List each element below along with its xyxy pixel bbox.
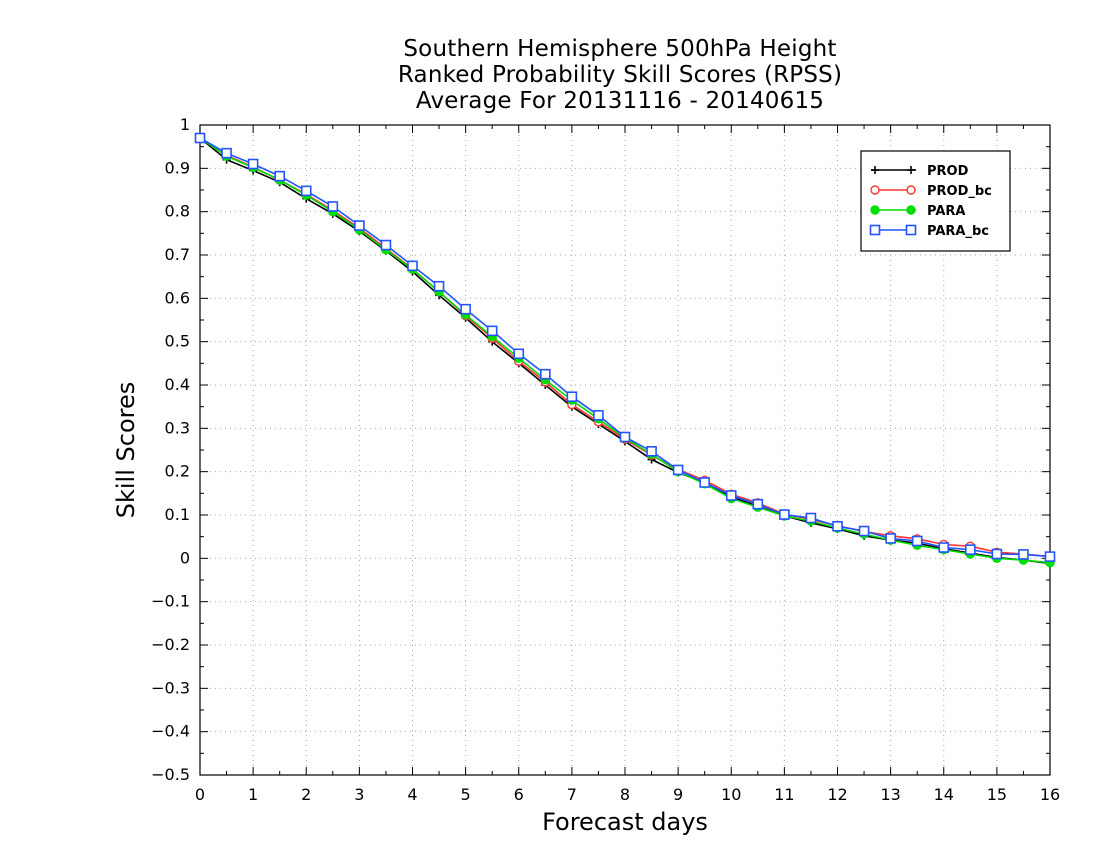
legend-entry-para-bc: PARA_bc	[869, 224, 989, 239]
y-tick-label: 0.4	[165, 375, 190, 394]
y-tick-label: 0.2	[165, 462, 190, 481]
x-tick-label: 16	[1040, 785, 1060, 804]
data-point-para-bc	[460, 303, 471, 315]
data-point-para-bc	[354, 220, 365, 231]
legend-entry-prod-bc: PROD_bc	[870, 184, 992, 199]
legend-marker	[906, 205, 916, 215]
data-point-para-bc	[832, 520, 843, 532]
data-point-para-bc	[433, 280, 445, 292]
y-tick-label: −0.2	[151, 635, 190, 654]
series-para-bc	[194, 132, 1056, 562]
data-point-para-bc	[619, 431, 631, 443]
data-point-para-bc	[300, 185, 312, 197]
y-tick-label: −0.5	[151, 765, 190, 784]
x-tick-label: 10	[721, 785, 741, 804]
y-tick-label: 0.5	[165, 332, 190, 351]
legend-entry-para: PARA	[870, 204, 965, 219]
legend-marker	[871, 166, 879, 174]
series	[194, 132, 1056, 568]
legend-box	[860, 150, 1011, 252]
data-point-para-bc	[327, 201, 339, 212]
y-tick-label: 0.3	[165, 418, 190, 437]
y-tick-label: 0	[180, 548, 190, 567]
data-point-para-bc	[1044, 551, 1056, 562]
x-tick-label: 7	[567, 785, 577, 804]
data-point-para-bc	[407, 260, 418, 272]
data-point-para-bc	[593, 410, 604, 421]
data-point-para-bc	[274, 170, 285, 182]
data-point-para-bc	[779, 509, 790, 520]
x-tick-label: 6	[514, 785, 524, 804]
data-point-para-bc	[805, 512, 817, 524]
data-point-para-bc	[752, 498, 764, 510]
data-point-para-bc	[965, 544, 976, 555]
legend-marker	[906, 185, 916, 195]
data-point-para-bc	[672, 464, 684, 476]
data-point-para-bc	[858, 525, 870, 537]
data-point-para-bc	[991, 548, 1003, 560]
x-tick-label: 1	[248, 785, 258, 804]
data-point-para-bc	[194, 132, 206, 144]
legend-label: PARA_bc	[927, 224, 989, 239]
y-tick-label: 0.7	[165, 245, 190, 264]
y-tick-label: 0.9	[165, 158, 190, 177]
data-point-para-bc	[725, 490, 737, 501]
x-tick-label: 2	[301, 785, 311, 804]
x-tick-label: 14	[934, 785, 954, 804]
y-tick-label: 0.1	[165, 505, 190, 524]
legend-label: PARA	[927, 204, 965, 219]
data-point-para-bc	[221, 147, 232, 159]
legend-marker	[907, 166, 915, 174]
y-tick-label: −0.4	[151, 722, 190, 741]
legend-marker	[870, 205, 880, 215]
x-tick-label: 4	[407, 785, 417, 804]
x-tick-label: 9	[673, 785, 683, 804]
y-tick-label: 0.6	[165, 288, 190, 307]
x-tick-label: 12	[827, 785, 847, 804]
legend-entry-prod: PROD	[871, 164, 969, 179]
data-point-para-bc	[566, 391, 578, 403]
y-tick-label: −0.1	[151, 592, 190, 611]
data-point-para-bc	[380, 239, 392, 251]
chart-title-line-2: Ranked Probability Skill Scores (RPSS)	[397, 62, 843, 88]
data-point-para-bc	[486, 325, 498, 337]
x-tick-label: 5	[461, 785, 471, 804]
legend-marker	[870, 185, 880, 195]
data-point-para-bc	[247, 158, 259, 170]
legend-label: PROD	[927, 164, 969, 179]
data-point-para-bc	[513, 348, 525, 360]
legend-marker	[905, 224, 917, 236]
x-tick-label: 3	[354, 785, 364, 804]
legend-marker	[869, 224, 881, 236]
x-tick-label: 13	[880, 785, 900, 804]
y-axis-label: Skill Scores	[112, 381, 140, 519]
x-tick-label: 8	[620, 785, 630, 804]
data-point-para-bc	[938, 542, 950, 553]
data-point-para-bc	[699, 477, 710, 488]
x-tick-label: 0	[195, 785, 205, 804]
legend: PROD PROD_bc PARA PARA_bc	[860, 150, 1011, 252]
data-point-para-bc	[540, 368, 551, 380]
data-point-para-bc	[1018, 549, 1029, 560]
data-point-para-bc	[646, 445, 657, 457]
y-tick-label: 0.8	[165, 202, 190, 221]
x-axis-label: Forecast days	[542, 808, 708, 836]
y-tick-label: 1	[180, 115, 190, 134]
legend-label: PROD_bc	[927, 184, 992, 199]
x-tick-label: 11	[774, 785, 794, 804]
chart-title-line-3: Average For 20131116 - 20140615	[415, 88, 825, 114]
y-tick-label: −0.3	[151, 678, 190, 697]
grid	[200, 125, 1050, 775]
chart-title-line-1: Southern Hemisphere 500hPa Height	[403, 36, 837, 62]
data-point-para-bc	[885, 533, 896, 544]
x-tick-label: 15	[987, 785, 1007, 804]
data-point-para-bc	[911, 535, 923, 547]
